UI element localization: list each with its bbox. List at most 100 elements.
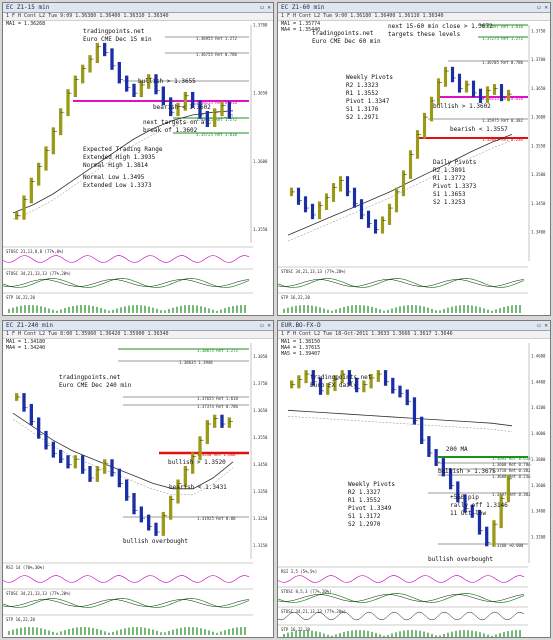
- price-chart-daily[interactable]: 1.46001.44001.42001.40001.38001.36001.34…: [278, 339, 551, 638]
- annotation: S2 1.2971: [346, 114, 379, 121]
- y-axis: 1.3750 1.3700 1.3650 1.3600 1.3550 1.3500 1.34…: [528, 25, 546, 261]
- moving-average: [287, 409, 513, 433]
- y-tick-label: 1.3600: [531, 483, 546, 488]
- y-tick-label: 1.3250: [253, 516, 268, 521]
- oscillator-line: [3, 279, 250, 287]
- price-chart-15min[interactable]: 1.3700 1.3650 1.3600 1.3550 1.36955 Ret 1.2…: [3, 21, 274, 316]
- price-bars: [289, 66, 512, 234]
- price-label: 1.36215 Ret 0.618: [196, 100, 238, 105]
- y-tick-label: 1.3150: [253, 543, 268, 548]
- annotation: R2 1.3891: [433, 167, 466, 174]
- y-tick-label: 1.3650: [253, 408, 268, 413]
- annotation: targets these levels: [388, 31, 461, 38]
- oscillator-line: [278, 611, 525, 621]
- ma-legend: MA1 = 1.34180 MA4 = 1.34240: [6, 339, 45, 351]
- oscillator-line: [278, 594, 525, 602]
- chart-window-15min[interactable]: EC Z1-15 min ▭ ✕ 1 F H Cont L2 Tue 9:09 …: [2, 2, 274, 316]
- moving-average: [12, 110, 234, 220]
- annotation: break of 1.3602: [143, 127, 198, 134]
- y-axis: 1.3850 1.3750 1.3650 1.3550 1.3450 1.3350 1.32…: [250, 343, 268, 559]
- annotation: R1 1.3552: [346, 90, 379, 97]
- price-label: 1.35645 Ret 0.236: [482, 137, 524, 142]
- window-controls[interactable]: ▭ ✕: [260, 4, 271, 11]
- stp-histogram: [8, 305, 246, 313]
- indicator-label: STOSC 34,21,13,13 (77%,20%): [281, 609, 346, 614]
- price-chart-240min[interactable]: 1.3850 1.3750 1.3650 1.3550 1.3450 1.3350 1.32…: [3, 339, 274, 638]
- price-label: 1.3530 Ret 1.000: [197, 452, 236, 457]
- window-title: EC Z1-60 min: [278, 3, 550, 13]
- price-label: 1.3688 Ret 0.236: [492, 474, 531, 479]
- y-tick-label: 1.4000: [531, 431, 546, 436]
- indicator-label: STP 16,22,20: [6, 295, 35, 300]
- annotation: +550 pip: [450, 494, 479, 501]
- window-controls[interactable]: ▭ ✕: [260, 322, 271, 329]
- annotation: S1 1.3172: [348, 513, 381, 520]
- price-bars: [15, 393, 233, 536]
- oscillator-line: [278, 278, 525, 288]
- stp-histogram: [283, 630, 521, 637]
- y-tick-label: 1.3850: [253, 354, 268, 359]
- annotation: bearish < 1.3431: [169, 484, 227, 491]
- oscillator-line: [3, 599, 250, 607]
- indicator-label: STOSC 34,21,13,13 (77%,20%): [6, 591, 71, 596]
- ma-legend-line: MA4 = 1.35440: [281, 27, 321, 33]
- chart-window-60min[interactable]: EC Z1-60 min ▭ ✕ 1 F H Cont L2 Tue 9:00 …: [277, 2, 551, 316]
- moving-average: [12, 412, 234, 496]
- price-label: 1.35725 Ret 1.618: [196, 132, 238, 137]
- y-tick-label: 1.3700: [531, 57, 546, 62]
- moving-average: [287, 134, 513, 242]
- price-bars: [289, 370, 512, 547]
- annotation: bearish < 1.3557: [450, 126, 508, 133]
- ma-legend: MA1 = 1.38150 MA4 = 1.37615 MA5 = 1.3940…: [281, 339, 320, 357]
- y-tick-label: 1.3800: [531, 457, 546, 462]
- annotation: 200 MA: [446, 446, 468, 453]
- y-tick-label: 1.3550: [253, 435, 268, 440]
- annotation: R2 1.3323: [346, 82, 379, 89]
- price-label: 1.37655 Ret 1.618: [197, 396, 239, 401]
- y-axis: 1.4600 1.4400 1.4200 1.4000 1.3800 1.3600 1.34…: [528, 343, 546, 563]
- y-tick-label: 1.4200: [531, 405, 546, 410]
- price-label: 1.36755 Ret 0.786: [196, 52, 238, 57]
- price-label: 1.38675 Ret 1.272: [197, 348, 239, 353]
- y-tick-label: 1.3650: [253, 91, 268, 96]
- price-label: 1.3693 Ret 0.618: [492, 456, 531, 461]
- ma-line: [287, 416, 513, 433]
- oscillator-line: [278, 593, 525, 603]
- annotation: rally off 1.3146: [450, 502, 508, 509]
- annotation: R1 1.3552: [348, 497, 381, 504]
- price-label: 1.31925 Ret 0.00: [197, 516, 236, 521]
- annotation: Weekly Pivots: [346, 74, 393, 81]
- annotation: Pivot 1.3349: [348, 505, 392, 512]
- annotation: Extended Low 1.3373: [83, 182, 152, 189]
- ma-legend-line: MA1 = 1.38150: [281, 339, 321, 345]
- chart-window-daily[interactable]: EUR.BO-FX-D ▭ ✕ 1 F H Cont L2 Tue 18-Oct…: [277, 320, 551, 638]
- quote-toolbar: 1 F H Cont L2 Tue 8:00 1.35960 1.36420 1…: [3, 331, 273, 339]
- quote-toolbar: 1 F H Cont L2 Tue 9:00 1.36180 1.36400 1…: [278, 13, 550, 21]
- oscillator-line: [278, 575, 525, 583]
- annotation: Pivot 1.3347: [346, 98, 390, 105]
- annotation: Euro FX daily: [310, 382, 357, 389]
- annotation: Euro CME Dec 60 min: [312, 38, 381, 45]
- quote-toolbar: 1 F H Cont L2 Tue 9:09 1.36380 1.36400 1…: [3, 13, 273, 21]
- y-tick-label: 1.4600: [531, 353, 546, 358]
- ma-line: [287, 409, 513, 427]
- price-label: 1.3718 Ret 0.382: [492, 468, 531, 473]
- y-tick-label: 1.3550: [253, 227, 268, 232]
- oscillator-line: [278, 279, 525, 287]
- ma-legend-line: MA5 = 1.39407: [281, 351, 321, 357]
- oscillator-line: [3, 598, 250, 608]
- window-controls[interactable]: ▭ ✕: [537, 322, 548, 329]
- chart-window-240min[interactable]: EC Z1-240 min ▭ ✕ 1 F H Cont L2 Tue 8:00…: [2, 320, 274, 638]
- annotation: tradingpoints.net: [310, 374, 372, 381]
- indicator-label: STOSC 21,13,8,8 (77%,0%): [6, 249, 64, 254]
- annotation: R2 1.3327: [348, 489, 381, 496]
- window-title: EUR.BO-FX-D: [278, 321, 550, 331]
- y-tick-label: 1.3500: [531, 172, 546, 177]
- annotation: S2 1.2970: [348, 521, 381, 528]
- annotation: bullish overbought: [123, 538, 188, 545]
- annotation: next 15-60 min close > 1.3672: [388, 23, 493, 30]
- price-label: 1.36955 Ret 1.272: [196, 36, 238, 41]
- window-controls[interactable]: ▭ ✕: [537, 4, 548, 11]
- annotation: Daily Pivots: [433, 159, 477, 166]
- price-chart-60min[interactable]: 1.3750 1.3700 1.3650 1.3600 1.3550 1.3500 1.34…: [278, 21, 551, 316]
